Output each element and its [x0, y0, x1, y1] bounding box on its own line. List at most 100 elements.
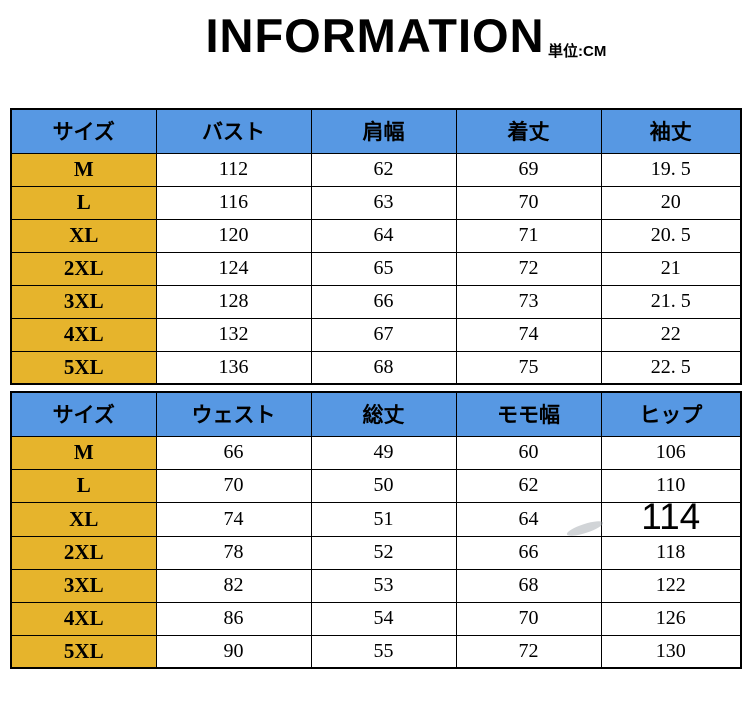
value-cell: 86 — [155, 601, 312, 636]
cell-text: 2XL — [63, 256, 104, 280]
value-cell: 106 — [600, 435, 742, 470]
value-cell: 78 — [155, 535, 312, 570]
size-cell: 3XL — [10, 284, 157, 319]
value-cell: 65 — [310, 251, 457, 286]
cell-text: L — [76, 190, 91, 214]
cell-text: 60 — [518, 441, 539, 463]
cell-text: 66 — [518, 541, 539, 563]
value-cell: 63 — [310, 185, 457, 220]
value-cell: 22 — [600, 317, 742, 352]
value-cell: 120 — [155, 218, 312, 253]
cell-text: 72 — [518, 639, 539, 662]
value-cell: 66 — [455, 535, 602, 570]
cell-text: 73 — [518, 290, 539, 312]
value-cell: 68 — [310, 350, 457, 385]
cell-text: 74 — [518, 323, 539, 345]
value-cell: 69 — [455, 152, 602, 187]
value-cell: 20 — [600, 185, 742, 220]
size-cell: M — [10, 435, 157, 470]
value-cell: 68 — [455, 568, 602, 603]
cell-text: 132 — [218, 323, 249, 345]
value-cell: 60 — [455, 435, 602, 470]
table-row: 5XL 136 68 75 22. 5 — [10, 350, 742, 385]
cell-text: 106 — [655, 441, 686, 463]
value-cell: 50 — [310, 468, 457, 503]
size-table-top: サイズ バスト 肩幅 着丈 袖丈 M 112 62 69 19. 5 L 116 63 70 20 XL 120… — [10, 108, 742, 385]
cell-text: 112 — [218, 158, 249, 180]
column-header: 袖丈 — [600, 108, 742, 154]
value-cell: 110 — [600, 468, 742, 503]
value-cell: 52 — [310, 535, 457, 570]
cell-text: 5XL — [63, 354, 104, 379]
value-cell: 136 — [155, 350, 312, 385]
table-row: 2XL 78 52 66 118 — [10, 535, 742, 570]
table-row: 5XL 90 55 72 130 — [10, 634, 742, 669]
cell-text: 19. 5 — [650, 158, 691, 180]
cell-text: 68 — [518, 574, 539, 596]
value-cell: 126 — [600, 601, 742, 636]
cell-text: 116 — [218, 191, 249, 213]
value-cell: 55 — [310, 634, 457, 669]
value-cell: 74 — [455, 317, 602, 352]
size-cell: XL — [10, 501, 157, 537]
page-title: INFORMATION — [205, 9, 545, 62]
value-cell: 20. 5 — [600, 218, 742, 253]
value-cell: 70 — [455, 185, 602, 220]
column-header: サイズ — [10, 108, 157, 154]
column-header: バスト — [155, 108, 312, 154]
cell-text: 51 — [373, 507, 394, 530]
value-cell: 62 — [310, 152, 457, 187]
unit-label: 単位:CM — [548, 43, 607, 60]
table-row: L 116 63 70 20 — [10, 185, 742, 220]
cell-text: 22. 5 — [650, 355, 691, 378]
cell-text: 124 — [218, 257, 249, 279]
cell-text: 64 — [518, 507, 539, 530]
table-row: 2XL 124 65 72 21 — [10, 251, 742, 286]
cell-text: 110 — [656, 474, 686, 496]
value-cell: 112 — [155, 152, 312, 187]
cell-text: 62 — [518, 474, 539, 496]
cell-text: 67 — [373, 323, 394, 345]
cell-text: M — [73, 440, 94, 464]
value-cell: 130 — [600, 634, 742, 669]
cell-text: 63 — [373, 191, 394, 213]
value-cell: 124 — [155, 251, 312, 286]
size-cell: 4XL — [10, 317, 157, 352]
table-row: 3XL 128 66 73 21. 5 — [10, 284, 742, 319]
size-cell: 2XL — [10, 251, 157, 286]
value-cell: 64 — [310, 218, 457, 253]
size-cell: M — [10, 152, 157, 187]
size-cell: 2XL — [10, 535, 157, 570]
cell-text: 122 — [655, 574, 686, 596]
table-row: XL 74 51 64 114 — [10, 495, 742, 537]
cell-text: 70 — [223, 474, 244, 496]
cell-text: 72 — [518, 257, 539, 279]
value-cell: 70 — [155, 468, 312, 503]
header-row: サイズ ウェスト 総丈 モモ幅 ヒップ — [10, 391, 742, 437]
cell-text: 22 — [660, 323, 681, 345]
cell-text: 114 — [641, 495, 701, 537]
value-cell: 72 — [455, 634, 602, 669]
column-header: サイズ — [10, 391, 157, 437]
table-row: XL 120 64 71 20. 5 — [10, 218, 742, 253]
value-cell: 114 — [600, 495, 742, 537]
column-header: モモ幅 — [455, 391, 602, 437]
value-cell: 54 — [310, 601, 457, 636]
size-table-bottom: サイズ ウェスト 総丈 モモ幅 ヒップ M 66 49 60 106 L 70 50 62 110 XL 74 5… — [10, 391, 742, 669]
value-cell: 132 — [155, 317, 312, 352]
value-cell: 66 — [155, 435, 312, 470]
size-cell: L — [10, 185, 157, 220]
size-cell: L — [10, 468, 157, 503]
value-cell: 51 — [310, 501, 457, 537]
value-cell: 64 — [455, 501, 602, 537]
value-cell: 21 — [600, 251, 742, 286]
value-cell: 53 — [310, 568, 457, 603]
cell-text: L — [76, 473, 91, 497]
size-cell: 5XL — [10, 350, 157, 385]
cell-text: 62 — [373, 158, 394, 180]
cell-text: 78 — [223, 541, 244, 563]
cell-text: 20. 5 — [650, 224, 691, 246]
cell-text: 126 — [655, 607, 686, 629]
cell-text: 82 — [223, 574, 244, 596]
cell-text: XL — [69, 223, 99, 247]
